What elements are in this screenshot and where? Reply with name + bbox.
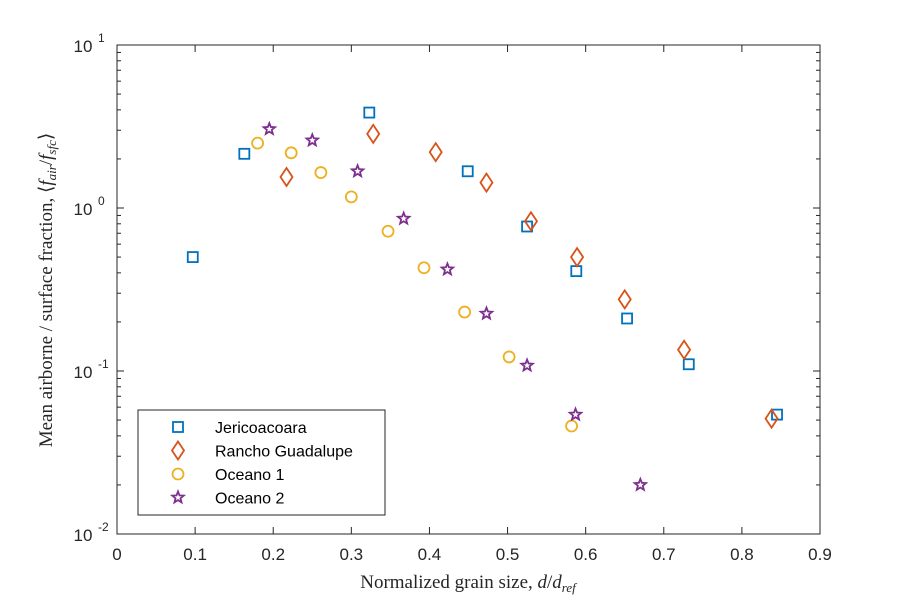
x-tick-label: 0.7 — [652, 545, 676, 564]
diamond-data-point — [366, 123, 381, 145]
legend-marker — [172, 421, 184, 433]
y-axis-ticks: 10 -2 10 -1 10 0 10 1 — [74, 31, 820, 545]
diamond-data-point — [569, 246, 585, 268]
circle-data-point — [251, 136, 265, 150]
y-tick-exponent: 0 — [98, 194, 105, 208]
circle-data-point — [417, 261, 431, 275]
x-axis-title: Normalized grain size, d/dref — [360, 572, 578, 595]
star-data-point — [349, 162, 366, 179]
legend-marker — [171, 467, 185, 481]
x-tick-label: 0.1 — [183, 545, 207, 564]
y-tick-label: 10 — [74, 363, 93, 382]
y-tick-label: 10 — [74, 200, 93, 219]
y-tick-exponent: 1 — [98, 31, 105, 45]
y-axis-title: Mean airborne / surface fraction, ⟨fair/… — [36, 133, 59, 448]
circle-data-point — [344, 190, 358, 204]
diamond-data-point — [479, 172, 494, 194]
square-data-point — [363, 106, 376, 119]
star-data-point — [304, 131, 321, 148]
star-data-point — [261, 120, 278, 136]
diamond-data-point — [279, 166, 294, 188]
legend-label: Oceano 1 — [215, 467, 284, 484]
x-tick-label: 0.6 — [574, 545, 598, 564]
x-tick-label: 0.3 — [340, 545, 364, 564]
legend-label: Jericoacoara — [215, 420, 307, 437]
y-tick-base: 10 — [74, 37, 93, 56]
data-markers — [186, 106, 783, 492]
series-star — [261, 120, 649, 492]
series-diamond — [279, 123, 779, 430]
x-tick-label: 0.5 — [496, 545, 520, 564]
x-tick-label: 0.9 — [808, 545, 832, 564]
circle-data-point — [284, 146, 298, 160]
circle-data-point — [502, 350, 516, 364]
star-data-point — [439, 260, 456, 277]
diamond-data-point — [677, 339, 692, 361]
series-square — [186, 106, 783, 421]
legend: Jericoacoara Rancho Guadalupe Oceano 1 Ocea… — [137, 409, 386, 516]
star-data-point — [632, 476, 649, 492]
y-tick-base: 10 — [74, 363, 93, 382]
star-data-point — [567, 406, 584, 422]
legend-label: Oceano 2 — [215, 491, 284, 508]
square-data-point — [461, 165, 474, 178]
star-data-point — [395, 210, 412, 226]
diamond-data-point — [617, 288, 632, 311]
square-data-point — [621, 312, 633, 325]
y-tick-label: 10 — [74, 526, 93, 545]
x-tick-label: 0.4 — [418, 545, 442, 564]
circle-data-point — [381, 224, 395, 238]
square-data-point — [521, 220, 533, 233]
legend-box — [137, 409, 386, 516]
legend-marker — [170, 439, 186, 462]
square-data-point — [186, 251, 199, 263]
y-tick-base: 10 — [74, 200, 93, 219]
diamond-data-point — [764, 408, 779, 430]
x-axis-ticks: 0 0.1 0.2 0.3 0.4 0.5 0.6 0.7 0.8 0.9 — [112, 45, 832, 564]
square-data-point — [682, 358, 695, 371]
circle-data-point — [458, 305, 471, 319]
y-tick-base: 10 — [74, 526, 93, 545]
y-tick-exponent: -1 — [98, 357, 109, 371]
diamond-data-point — [428, 141, 443, 163]
diamond-data-point — [523, 210, 539, 232]
square-data-point — [238, 147, 251, 160]
star-data-point — [519, 357, 536, 373]
y-tick-exponent: -2 — [98, 520, 109, 534]
star-data-point — [478, 305, 495, 321]
circle-data-point — [314, 166, 328, 179]
legend-marker — [169, 489, 187, 505]
series-circle — [251, 136, 579, 433]
x-tick-label: 0 — [112, 545, 121, 564]
x-tick-label: 0.2 — [261, 545, 285, 564]
y-tick-label: 10 — [74, 37, 93, 56]
x-tick-label: 0.8 — [730, 545, 754, 564]
legend-label: Rancho Guadalupe — [215, 444, 353, 461]
